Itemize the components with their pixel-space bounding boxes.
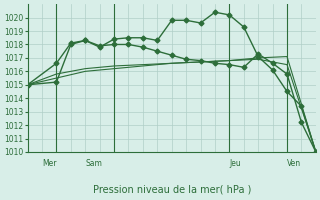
Text: Mer: Mer	[42, 159, 57, 168]
Text: Pression niveau de la mer( hPa ): Pression niveau de la mer( hPa )	[92, 184, 251, 194]
Text: Jeu: Jeu	[229, 159, 241, 168]
Text: Ven: Ven	[287, 159, 301, 168]
Text: Sam: Sam	[85, 159, 102, 168]
